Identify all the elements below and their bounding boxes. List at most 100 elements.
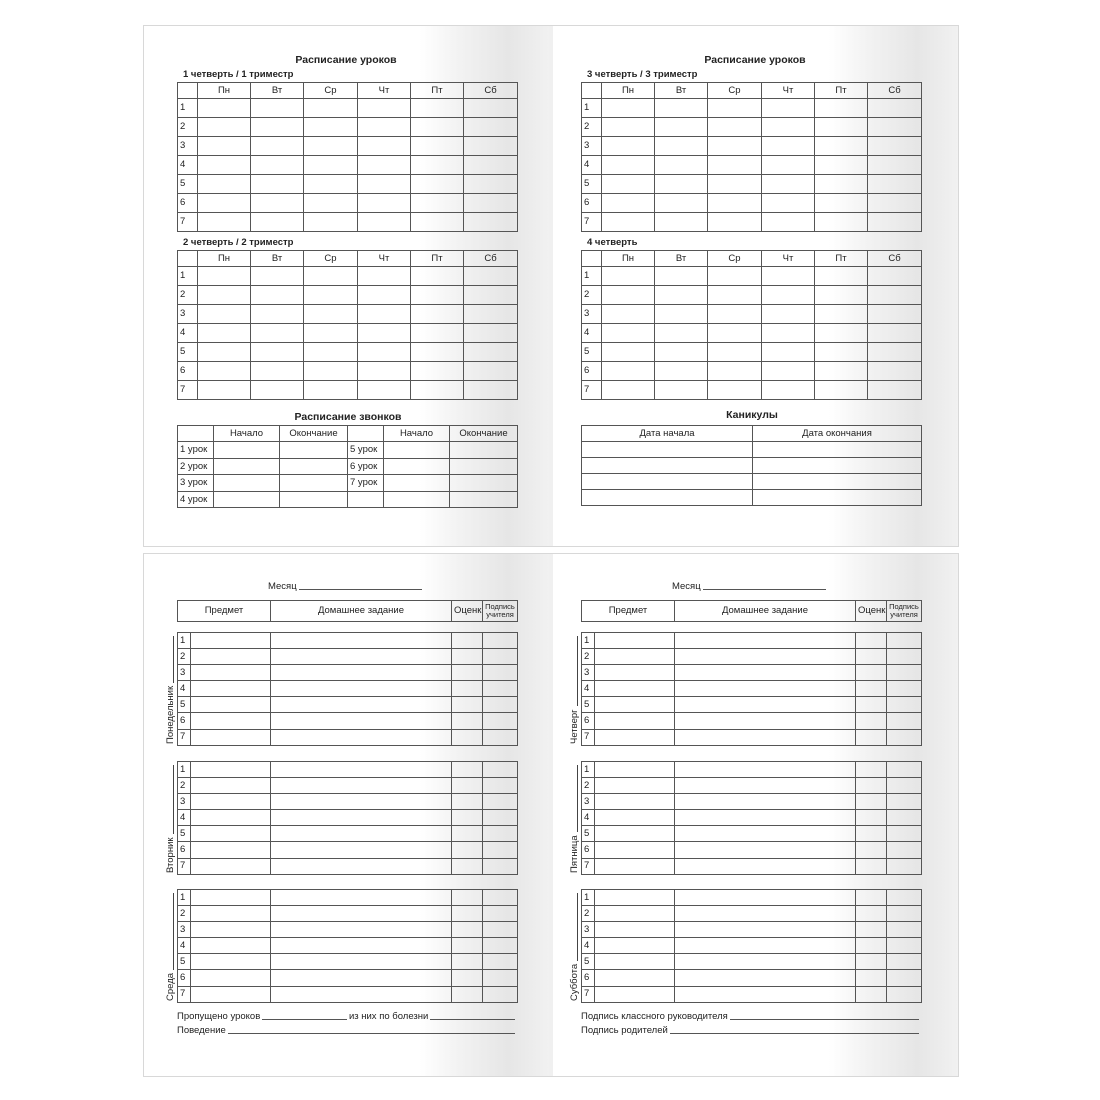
entry-cell[interactable]: [482, 825, 518, 843]
entry-cell[interactable]: [601, 212, 655, 232]
entry-cell[interactable]: [303, 212, 358, 232]
entry-cell[interactable]: [674, 809, 856, 827]
entry-cell[interactable]: [451, 760, 483, 779]
entry-cell[interactable]: [855, 631, 887, 650]
entry-cell[interactable]: [814, 193, 868, 213]
entry-cell[interactable]: [707, 285, 762, 305]
entry-cell[interactable]: [197, 174, 251, 194]
entry-cell[interactable]: [654, 361, 708, 381]
entry-cell[interactable]: [855, 905, 887, 923]
entry-cell[interactable]: [270, 631, 452, 650]
entry-cell[interactable]: [761, 193, 815, 213]
entry-cell[interactable]: [190, 825, 271, 843]
entry-cell[interactable]: [410, 342, 464, 362]
entry-cell[interactable]: [270, 985, 452, 1003]
entry-cell[interactable]: [190, 712, 271, 730]
entry-cell[interactable]: [177, 82, 198, 99]
entry-cell[interactable]: [654, 266, 708, 286]
entry-cell[interactable]: [654, 136, 708, 156]
entry-cell[interactable]: [270, 921, 452, 939]
entry-cell[interactable]: [886, 888, 922, 907]
entry-cell[interactable]: [449, 457, 518, 475]
entry-cell[interactable]: [855, 953, 887, 971]
entry-cell[interactable]: [303, 174, 358, 194]
entry-cell[interactable]: [197, 342, 251, 362]
entry-cell[interactable]: [855, 728, 887, 746]
entry-cell[interactable]: [855, 680, 887, 698]
entry-cell[interactable]: [752, 441, 922, 458]
entry-cell[interactable]: [357, 342, 411, 362]
entry-cell[interactable]: [190, 696, 271, 714]
entry-cell[interactable]: [707, 117, 762, 137]
entry-cell[interactable]: [303, 361, 358, 381]
entry-cell[interactable]: [674, 841, 856, 859]
entry-cell[interactable]: [357, 380, 411, 400]
entry-cell[interactable]: [814, 155, 868, 175]
entry-cell[interactable]: [707, 193, 762, 213]
entry-cell[interactable]: [886, 648, 922, 666]
entry-cell[interactable]: [482, 921, 518, 939]
entry-cell[interactable]: [654, 285, 708, 305]
entry-cell[interactable]: [410, 212, 464, 232]
entry-cell[interactable]: [482, 937, 518, 955]
entry-cell[interactable]: [674, 728, 856, 746]
entry-cell[interactable]: [357, 323, 411, 343]
entry-cell[interactable]: [449, 441, 518, 459]
entry-cell[interactable]: [867, 193, 922, 213]
entry-cell[interactable]: [451, 712, 483, 730]
entry-cell[interactable]: [270, 712, 452, 730]
entry-cell[interactable]: [601, 193, 655, 213]
entry-cell[interactable]: [410, 380, 464, 400]
entry-cell[interactable]: [463, 212, 518, 232]
entry-cell[interactable]: [463, 136, 518, 156]
entry-cell[interactable]: [270, 696, 452, 714]
entry-cell[interactable]: [451, 648, 483, 666]
entry-cell[interactable]: [886, 777, 922, 795]
entry-cell[interactable]: [761, 212, 815, 232]
entry-cell[interactable]: [594, 712, 675, 730]
entry-cell[interactable]: [855, 760, 887, 779]
entry-cell[interactable]: [707, 380, 762, 400]
entry-cell[interactable]: [303, 117, 358, 137]
entry-cell[interactable]: [886, 680, 922, 698]
entry-cell[interactable]: [674, 937, 856, 955]
entry-cell[interactable]: [761, 361, 815, 381]
entry-cell[interactable]: [601, 304, 655, 324]
entry-cell[interactable]: [601, 342, 655, 362]
entry-cell[interactable]: [886, 953, 922, 971]
entry-cell[interactable]: [482, 696, 518, 714]
entry-cell[interactable]: [279, 490, 348, 508]
entry-cell[interactable]: [867, 304, 922, 324]
entry-cell[interactable]: [451, 696, 483, 714]
entry-cell[interactable]: [707, 304, 762, 324]
entry-cell[interactable]: [410, 323, 464, 343]
entry-cell[interactable]: [594, 905, 675, 923]
entry-cell[interactable]: [197, 304, 251, 324]
entry-cell[interactable]: [270, 680, 452, 698]
entry-cell[interactable]: [761, 380, 815, 400]
entry-cell[interactable]: [814, 304, 868, 324]
entry-cell[interactable]: [761, 98, 815, 118]
entry-cell[interactable]: [190, 841, 271, 859]
entry-cell[interactable]: [410, 361, 464, 381]
entry-cell[interactable]: [451, 888, 483, 907]
entry-cell[interactable]: [594, 825, 675, 843]
entry-cell[interactable]: [867, 212, 922, 232]
entry-cell[interactable]: [190, 937, 271, 955]
entry-cell[interactable]: [190, 985, 271, 1003]
entry-cell[interactable]: [250, 304, 304, 324]
entry-cell[interactable]: [855, 793, 887, 811]
entry-cell[interactable]: [270, 905, 452, 923]
entry-cell[interactable]: [270, 648, 452, 666]
signature-line[interactable]: [669, 1033, 919, 1034]
entry-cell[interactable]: [867, 380, 922, 400]
entry-cell[interactable]: [855, 712, 887, 730]
entry-cell[interactable]: [451, 985, 483, 1003]
entry-cell[interactable]: [347, 490, 384, 508]
entry-cell[interactable]: [814, 380, 868, 400]
entry-cell[interactable]: [581, 457, 753, 474]
entry-cell[interactable]: [197, 117, 251, 137]
entry-cell[interactable]: [707, 212, 762, 232]
signature-line[interactable]: [227, 1033, 515, 1034]
entry-cell[interactable]: [594, 631, 675, 650]
